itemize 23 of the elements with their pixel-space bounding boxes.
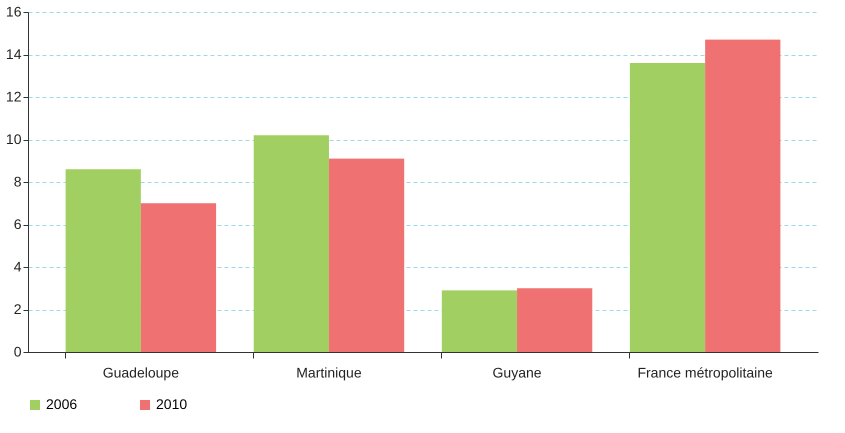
bar [517, 288, 592, 352]
y-tick-label: 14 [6, 46, 22, 62]
legend-label: 2006 [46, 396, 78, 412]
y-tick-label: 0 [14, 344, 22, 360]
y-tick-label: 8 [14, 174, 22, 190]
legend-label: 2010 [156, 396, 188, 412]
x-tick-label: Guadeloupe [102, 364, 180, 380]
y-tick-label: 2 [14, 301, 22, 317]
y-tick-label: 16 [6, 4, 22, 20]
bar [328, 158, 404, 352]
y-tick-label: 12 [6, 88, 22, 104]
bar [630, 63, 706, 352]
bar [66, 169, 141, 352]
y-tick-label: 10 [6, 131, 22, 147]
bar [442, 290, 518, 352]
x-tick-label: France métropolitaine [637, 364, 774, 380]
y-tick-label: 4 [14, 258, 22, 274]
bar [705, 40, 780, 352]
y-tick-label: 6 [14, 216, 22, 232]
x-tick-label: Guyane [492, 364, 542, 380]
bar [140, 203, 216, 352]
x-tick-label: Martinique [296, 364, 362, 380]
bar [254, 135, 329, 352]
